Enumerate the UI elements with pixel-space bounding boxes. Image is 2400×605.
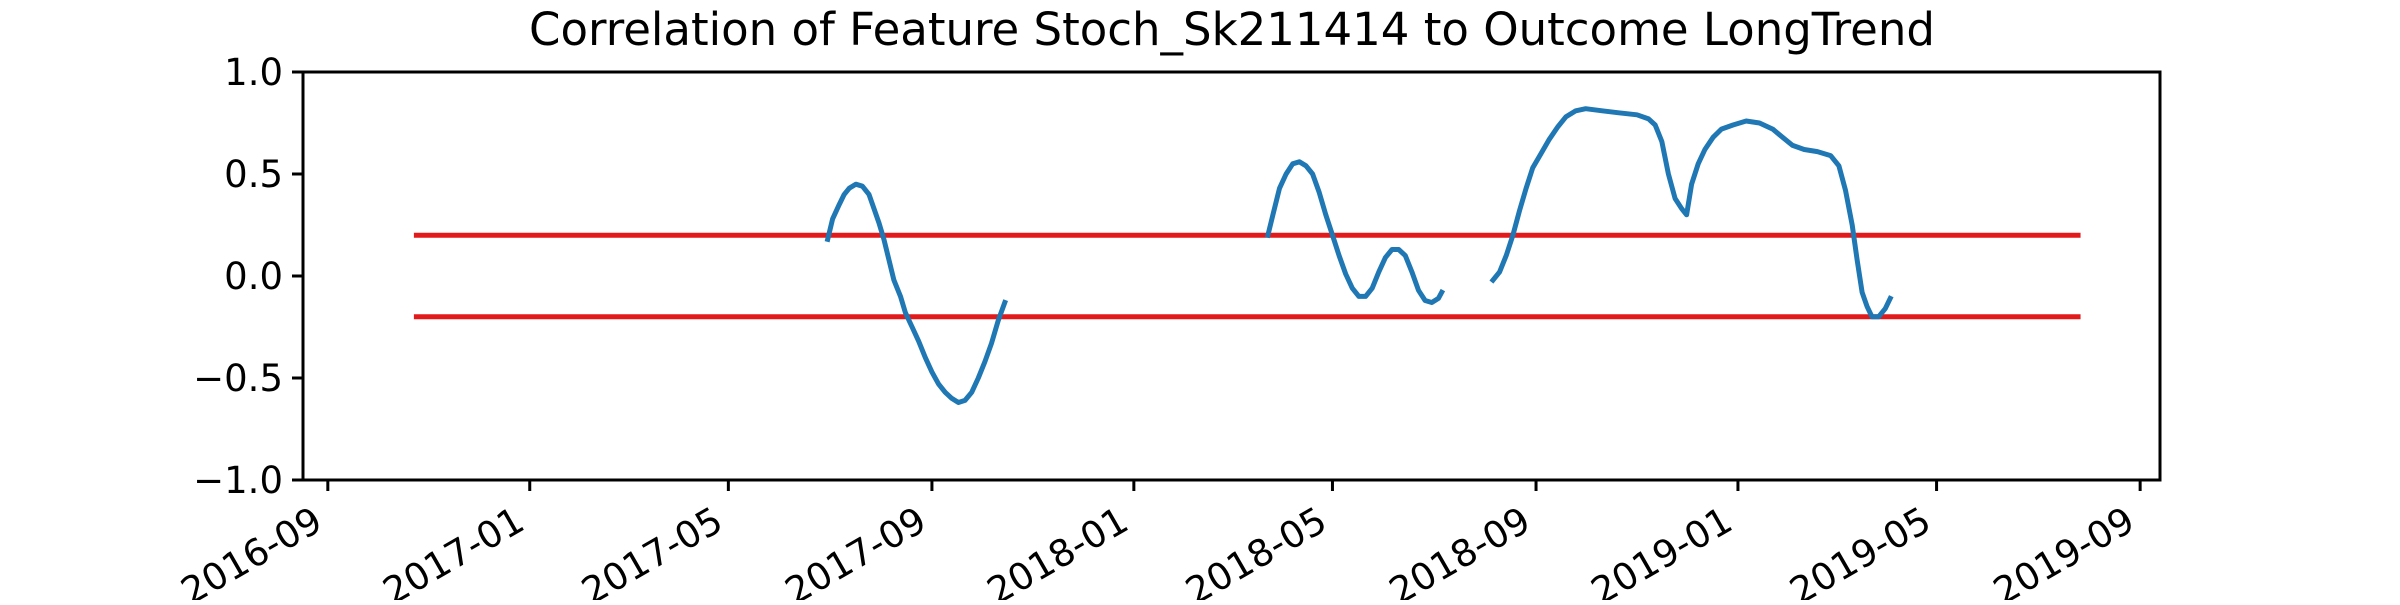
- series-line-segment-0: [824, 181, 1009, 405]
- x-tick-label: 2017-01: [376, 499, 531, 600]
- series-line-segment-2: [1489, 106, 1894, 320]
- plot-frame: [301, 70, 2162, 482]
- x-tick-label: 2018-05: [1179, 499, 1334, 600]
- x-tick-label: 2016-09: [174, 499, 329, 600]
- axes: −1.0 −0.5 0.0 0.5 1.0 2016-09 2017-01 2017-05 20…: [174, 51, 2162, 605]
- x-tick-label: 2018-09: [1382, 499, 1537, 600]
- x-tick-label: 2019-09: [1986, 499, 2141, 600]
- x-tick-label: 2018-01: [980, 499, 1135, 600]
- data-series: [824, 106, 1894, 405]
- y-tick-label: 0.5: [224, 153, 283, 196]
- chart-title: Correlation of Feature Stoch_Sk211414 to…: [529, 3, 1935, 56]
- y-tick-label: 0.0: [224, 255, 283, 298]
- y-tick-label: −1.0: [193, 459, 283, 502]
- reference-lines: [413, 232, 2081, 320]
- x-tick-label: 2019-01: [1584, 499, 1739, 600]
- x-tick-label: 2017-05: [574, 499, 729, 600]
- y-tick-label: −0.5: [193, 357, 283, 400]
- x-tick-label: 2017-09: [778, 499, 933, 600]
- series-line-segment-1: [1264, 159, 1446, 305]
- y-tick-label: 1.0: [224, 51, 283, 94]
- x-tick-label: 2019-05: [1783, 499, 1938, 600]
